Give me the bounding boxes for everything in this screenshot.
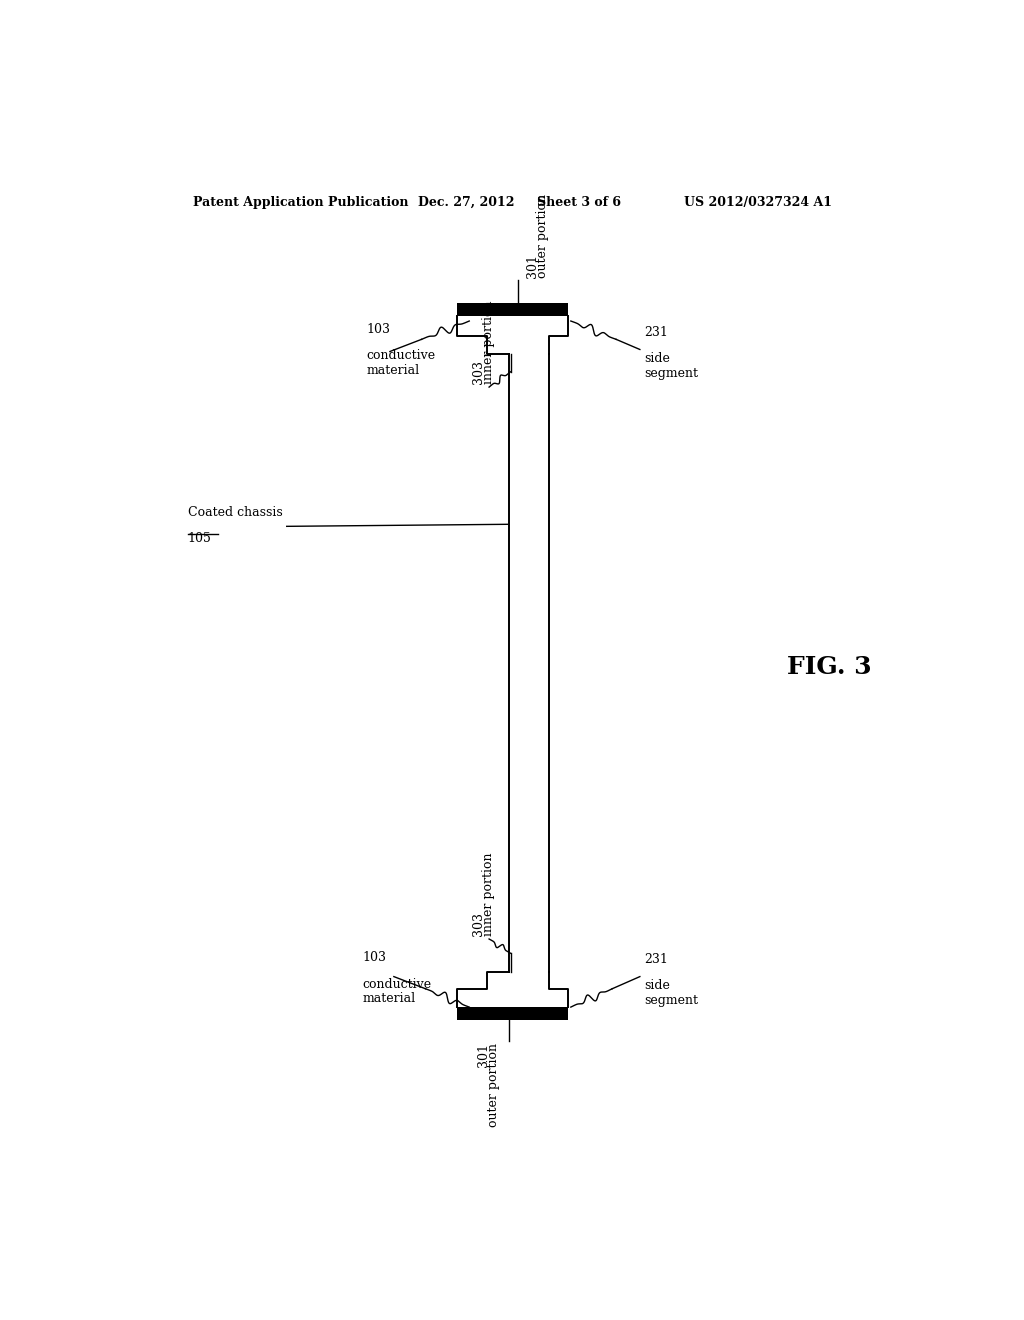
Text: material: material <box>362 991 416 1005</box>
Text: 301: 301 <box>526 255 540 279</box>
Text: 103: 103 <box>367 323 390 337</box>
Text: outer portion: outer portion <box>536 194 549 279</box>
Text: 231: 231 <box>644 326 668 339</box>
Text: conductive: conductive <box>362 978 431 990</box>
Text: 231: 231 <box>644 953 668 966</box>
Text: Sheet 3 of 6: Sheet 3 of 6 <box>537 195 621 209</box>
Text: conductive: conductive <box>367 350 435 363</box>
Text: FIG. 3: FIG. 3 <box>786 655 871 678</box>
Text: segment: segment <box>644 994 697 1007</box>
Bar <box>458 1007 568 1020</box>
Bar <box>458 302 568 315</box>
Text: 103: 103 <box>362 952 386 965</box>
Text: 303: 303 <box>472 360 485 384</box>
Text: material: material <box>367 364 419 376</box>
Text: Patent Application Publication: Patent Application Publication <box>194 195 409 209</box>
Text: side: side <box>644 978 670 991</box>
Text: inner portion: inner portion <box>482 853 495 936</box>
Text: US 2012/0327324 A1: US 2012/0327324 A1 <box>684 195 831 209</box>
Text: side: side <box>644 351 670 364</box>
Text: 105: 105 <box>187 532 211 545</box>
Text: Dec. 27, 2012: Dec. 27, 2012 <box>418 195 514 209</box>
Text: segment: segment <box>644 367 697 380</box>
Text: 301: 301 <box>477 1043 490 1067</box>
Text: outer portion: outer portion <box>486 1043 500 1127</box>
Text: 303: 303 <box>472 912 485 936</box>
Text: inner portion: inner portion <box>482 301 495 384</box>
Text: Coated chassis: Coated chassis <box>187 507 283 519</box>
